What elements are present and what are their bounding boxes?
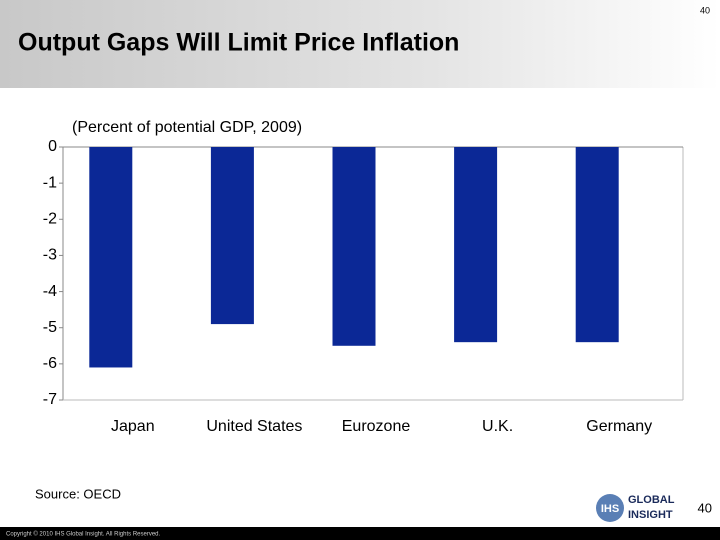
logo: IHS GLOBAL INSIGHT xyxy=(596,494,675,522)
y-tick-label: -5 xyxy=(43,319,57,336)
logo-text: INSIGHT xyxy=(628,509,673,521)
bar xyxy=(89,147,133,368)
bar xyxy=(575,147,619,343)
y-tick-label: -6 xyxy=(43,355,57,372)
y-tick-label: -4 xyxy=(43,283,57,300)
footer-bar xyxy=(0,527,720,540)
slide-number: 40 xyxy=(700,5,710,15)
y-tick-label: -2 xyxy=(43,211,57,228)
x-tick-label: U.K. xyxy=(482,418,513,435)
page-number: 40 xyxy=(698,500,712,515)
x-tick-label: Eurozone xyxy=(342,418,411,435)
y-tick-label: -1 xyxy=(43,174,57,191)
x-tick-label: Japan xyxy=(111,418,155,435)
bar xyxy=(210,147,254,325)
x-tick-label: United States xyxy=(206,418,302,435)
x-tick-label: Germany xyxy=(586,418,652,435)
y-tick-label: -7 xyxy=(43,391,57,408)
bar xyxy=(454,147,498,343)
chart-title: Output Gaps Will Limit Price Inflation xyxy=(18,29,459,57)
y-tick-label: -3 xyxy=(43,247,57,264)
y-tick-label: 0 xyxy=(48,138,57,155)
logo-text: GLOBAL xyxy=(628,494,675,506)
bar xyxy=(332,147,376,346)
logo-circle xyxy=(596,494,624,522)
header-band xyxy=(0,0,720,88)
logo-mark: IHS xyxy=(601,503,619,515)
copyright: Copyright © 2010 IHS Global Insight. All… xyxy=(6,531,160,538)
chart-subtitle: (Percent of potential GDP, 2009) xyxy=(72,119,302,136)
source-note: Source: OECD xyxy=(35,486,121,501)
